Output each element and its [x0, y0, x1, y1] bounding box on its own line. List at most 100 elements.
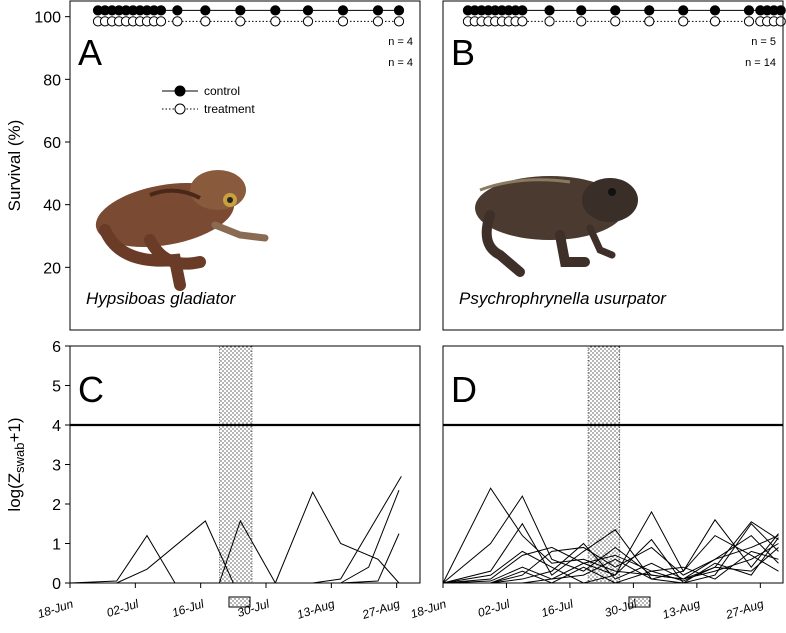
series-line [340, 533, 400, 584]
marker [270, 16, 281, 27]
marker [544, 16, 555, 27]
panel-letter: B [451, 32, 475, 73]
species-name: Hypsiboas gladiator [86, 289, 237, 308]
marker [155, 5, 167, 16]
y-tick-label: 4 [52, 418, 61, 435]
y-tick-label: 5 [52, 379, 61, 396]
marker [337, 5, 349, 16]
marker [270, 5, 281, 16]
marker [302, 16, 314, 27]
marker [644, 5, 655, 16]
panel-letter: C [78, 369, 104, 410]
x-tick-label: 27-Aug [723, 596, 765, 622]
series-line [274, 490, 400, 584]
x-tick-label: 30-Jul [603, 596, 639, 620]
legend-marker [174, 85, 186, 97]
y-axis-label: Survival (%) [5, 120, 24, 212]
marker [775, 5, 786, 16]
marker [393, 16, 405, 27]
plot-frame [442, 0, 784, 331]
marker [517, 16, 528, 27]
marker [172, 5, 183, 16]
sample-size: n = 14 [745, 57, 776, 69]
marker [517, 5, 528, 16]
series-line [340, 489, 400, 584]
x-tick-label: 13-Aug [661, 596, 702, 621]
marker [235, 5, 246, 16]
y-tick-label: 0 [52, 576, 61, 593]
marker [576, 5, 587, 16]
marker [610, 5, 621, 16]
legend-marker [174, 103, 186, 115]
sample-size: n = 4 [388, 36, 413, 48]
marker [678, 5, 689, 16]
marker [743, 5, 755, 16]
y-tick-label: 3 [52, 458, 61, 475]
marker [678, 16, 689, 27]
legend-label: control [204, 84, 240, 98]
y-tick-label: 1 [52, 537, 61, 554]
x-tick-label: 18-Jun [409, 596, 449, 621]
y-axis-label-part: +1) [5, 417, 24, 442]
y-tick-label: 60 [43, 135, 61, 152]
marker [709, 5, 721, 16]
marker [709, 16, 721, 27]
series-line [442, 522, 779, 584]
marker [393, 5, 405, 16]
frog-photo-b [475, 176, 638, 277]
series-line [69, 534, 176, 584]
series-line [442, 495, 779, 584]
y-tick-label: 80 [43, 72, 61, 89]
plot-frame [69, 0, 421, 331]
species-name: Psychrophrynella usurpator [459, 289, 667, 308]
y-tick-label: 40 [43, 198, 61, 215]
marker [610, 16, 621, 27]
series-line [442, 537, 779, 584]
marker [544, 5, 555, 16]
x-tick-label: 02-Jul [105, 596, 141, 620]
y-axis-label-sub: swab [12, 442, 27, 472]
marker [172, 16, 183, 27]
marker [200, 16, 211, 27]
x-tick-label: 16-Jul [170, 596, 206, 620]
x-tick-label: 13-Aug [295, 596, 336, 621]
plot-frame [442, 345, 784, 584]
series-line [443, 535, 779, 584]
y-axis-label-part: log(Z [5, 473, 24, 512]
marker [302, 5, 314, 16]
shade-period [219, 345, 253, 584]
marker [337, 16, 349, 27]
marker [235, 16, 246, 27]
y-tick-label: 6 [52, 339, 61, 356]
shade-period [587, 345, 621, 584]
marker [372, 16, 384, 27]
panel-letter: A [78, 32, 102, 73]
marker [200, 5, 211, 16]
x-tick-label: 18-Jun [36, 596, 76, 621]
series-line [116, 520, 234, 584]
y-axis-label: log(Zswab+1) [5, 417, 27, 511]
marker [743, 16, 755, 27]
y-tick-label: 100 [34, 10, 61, 27]
marker [644, 16, 655, 27]
y-tick-label: 20 [43, 260, 61, 277]
series-line [218, 519, 276, 584]
shade-key [628, 596, 651, 608]
legend-label: treatment [204, 102, 255, 116]
marker [372, 5, 384, 16]
sample-size: n = 4 [388, 57, 413, 69]
panel-letter: D [451, 369, 477, 410]
x-tick-label: 16-Jul [539, 596, 575, 620]
shade-key [228, 596, 251, 608]
series-line [312, 476, 402, 584]
x-tick-label: 02-Jul [476, 596, 512, 620]
y-tick-label: 2 [52, 497, 61, 514]
frog-photo-a [95, 170, 269, 291]
marker [155, 16, 167, 27]
series-line [442, 521, 779, 584]
x-tick-label: 27-Aug [360, 596, 402, 622]
sample-size: n = 5 [751, 36, 776, 48]
marker [576, 16, 587, 27]
